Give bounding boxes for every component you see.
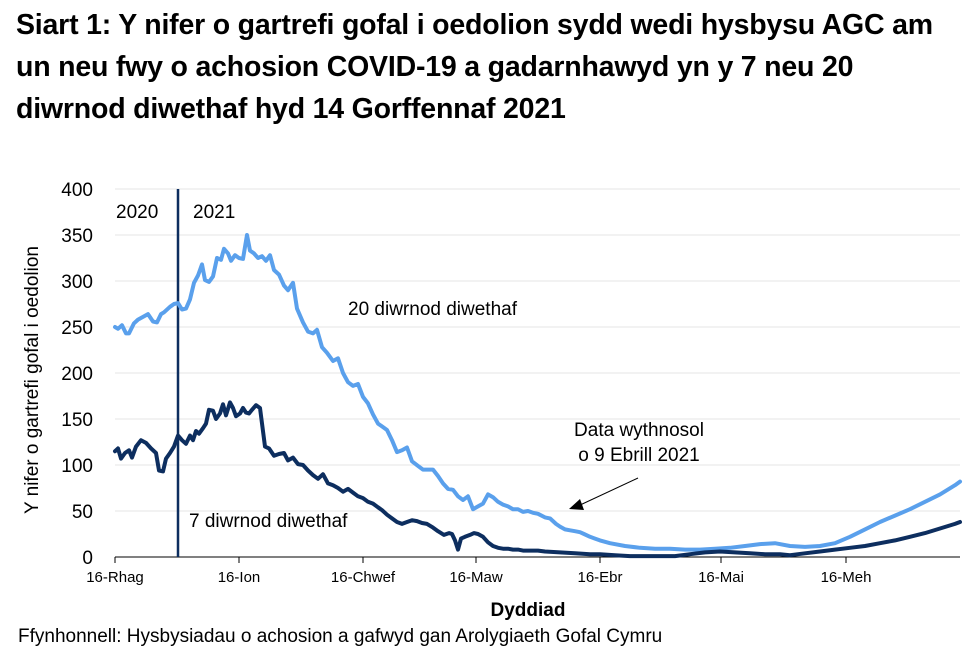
source-note: Ffynhonnell: Hysbysiadau o achosion a ga… <box>18 626 663 647</box>
x-tick-label: 16-Ebr <box>577 569 622 586</box>
x-tick-label: 16-Chwef <box>331 569 396 586</box>
y-tick-label: 50 <box>72 502 93 523</box>
chart-title: Siart 1: Y nifer o gartrefi gofal i oedo… <box>16 9 933 125</box>
y-tick-label: 350 <box>61 226 93 247</box>
y-tick-label: 0 <box>82 548 93 569</box>
y-axis-title: Y nifer o gartrefi gofal i oedolion <box>22 246 43 514</box>
y-tick-label: 300 <box>61 272 93 293</box>
series-7-day-line <box>113 400 962 559</box>
year-2021-label: 2021 <box>193 202 235 223</box>
series-20-day-line <box>113 233 962 552</box>
weekly-data-label-line1: Data wythnosol <box>574 420 704 441</box>
series-7-label: 7 diwrnod diwethaf <box>189 511 348 532</box>
x-tick-label: 16-Meh <box>821 569 872 586</box>
y-tick-label: 400 <box>61 180 93 201</box>
x-tick-label: 16-Rhag <box>86 569 144 586</box>
series-20-label: 20 diwrnod diwethaf <box>348 299 518 320</box>
y-tick-label: 200 <box>61 364 93 385</box>
x-axis-ticks: 16-Rhag 16-Ion 16-Chwef 16-Maw 16-Ebr 16-Mai 1… <box>86 557 871 586</box>
y-axis-ticks: 0 50 100 150 200 250 300 350 400 <box>61 180 93 569</box>
weekly-data-label-line2: o 9 Ebrill 2021 <box>578 445 699 466</box>
arrowhead-icon <box>569 499 584 510</box>
x-tick-label: 16-Maw <box>449 569 503 586</box>
y-tick-label: 150 <box>61 410 93 431</box>
year-2020-label: 2020 <box>116 202 158 223</box>
x-tick-label: 16-Mai <box>698 569 744 586</box>
y-tick-label: 100 <box>61 456 93 477</box>
weekly-data-arrow <box>577 477 639 507</box>
x-axis-title: Dyddiad <box>491 600 566 621</box>
y-tick-label: 250 <box>61 318 93 339</box>
x-tick-label: 16-Ion <box>218 569 261 586</box>
gridlines <box>115 188 960 512</box>
